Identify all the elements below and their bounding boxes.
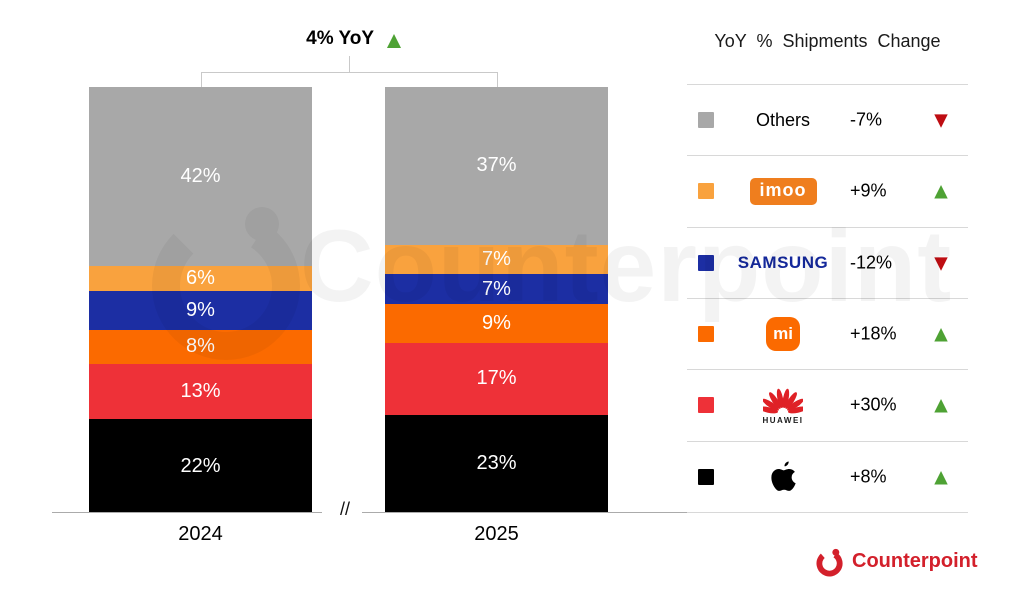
legend-row-others: Others -7% ▼: [687, 85, 968, 157]
segment-apple-2025: 23%: [385, 414, 608, 513]
legend-row-imoo: imoo +9% ▲: [687, 156, 968, 228]
xiaomi-yoy-value: +18%: [850, 323, 897, 344]
counterpoint-logo: Counterpoint: [816, 546, 978, 577]
legend-row-samsung: SAMSUNG -12% ▼: [687, 228, 968, 299]
huawei-yoy-value: +30%: [850, 394, 897, 415]
others-swatch: [698, 112, 714, 129]
arrow-down-icon: ▼: [929, 106, 953, 133]
samsung-logo: SAMSUNG: [737, 252, 829, 272]
growth-up-icon: ▲: [382, 27, 406, 54]
huawei-flower-icon: [763, 388, 803, 414]
counterpoint-c-icon: [816, 548, 843, 577]
segment-label: 17%: [476, 367, 517, 390]
segment-others-2024: 42%: [89, 87, 312, 266]
bracket-line: [349, 56, 350, 73]
segment-xiaomi-2024: 8%: [89, 329, 312, 364]
bracket-line: [201, 72, 202, 87]
legend-row-huawei: HUAWEI +30% ▲: [687, 370, 968, 442]
imoo-swatch: [698, 183, 714, 200]
segment-label: 37%: [476, 154, 517, 177]
segment-label: 23%: [476, 452, 517, 475]
segment-label: 13%: [180, 380, 221, 403]
segment-label: 8%: [186, 335, 215, 358]
segment-others-2025: 37%: [385, 87, 608, 245]
stacked-bar-2024: 42% 6% 9% 8% 13% 22%: [89, 87, 312, 513]
huawei-wordmark: HUAWEI: [762, 415, 804, 425]
imoo-yoy-value: +9%: [850, 180, 887, 201]
legend: Others -7% ▼ imoo +9% ▲ SAMSUNG -12% ▼ m…: [687, 84, 968, 513]
legend-row-apple: +8% ▲: [687, 442, 968, 513]
xiaomi-swatch: [698, 326, 714, 343]
counterpoint-wordmark: Counterpoint: [852, 550, 978, 572]
chart-title-text: 4% YoY: [306, 28, 375, 49]
xiaomi-mi-logo: mi: [766, 317, 800, 352]
segment-samsung-2024: 9%: [89, 291, 312, 330]
x-tick-2024: 2024: [178, 523, 223, 545]
huawei-logo: HUAWEI: [763, 386, 804, 425]
arrow-up-icon: ▲: [929, 177, 953, 204]
arrow-up-icon: ▲: [929, 391, 953, 418]
segment-huawei-2024: 13%: [89, 363, 312, 420]
segment-samsung-2025: 7%: [385, 274, 608, 305]
x-axis-line: [362, 512, 688, 513]
apple-yoy-value: +8%: [850, 466, 887, 487]
segment-imoo-2024: 6%: [89, 265, 312, 292]
others-yoy-value: -7%: [850, 109, 883, 130]
segment-label: 7%: [482, 277, 511, 300]
segment-imoo-2025: 7%: [385, 244, 608, 275]
axis-break-mark: //: [339, 499, 350, 519]
segment-label: 9%: [482, 311, 511, 334]
legend-title: YoY % Shipments Change: [714, 31, 941, 51]
bracket-line: [201, 72, 498, 73]
x-tick-2025: 2025: [474, 523, 519, 545]
arrow-up-icon: ▲: [929, 320, 953, 347]
segment-label: 9%: [186, 299, 215, 322]
segment-label: 7%: [482, 248, 511, 271]
apple-logo-icon: [770, 461, 796, 492]
segment-label: 6%: [186, 267, 215, 290]
segment-apple-2024: 22%: [89, 419, 312, 513]
imoo-logo: imoo: [749, 177, 817, 206]
legend-row-xiaomi: mi +18% ▲: [687, 299, 968, 371]
samsung-swatch: [698, 254, 714, 271]
segment-label: 22%: [180, 454, 221, 477]
bracket-line: [497, 72, 498, 87]
x-axis-line: [52, 512, 322, 513]
segment-label: 42%: [180, 164, 221, 187]
segment-xiaomi-2025: 9%: [385, 304, 608, 343]
chart-title: 4% YoY ▲: [256, 28, 456, 53]
others-label: Others: [755, 109, 811, 130]
arrow-up-icon: ▲: [929, 463, 953, 490]
apple-swatch: [698, 468, 714, 485]
stacked-bar-2025: 37% 7% 7% 9% 17% 23%: [385, 87, 608, 513]
samsung-yoy-value: -12%: [850, 252, 893, 273]
segment-huawei-2025: 17%: [385, 342, 608, 415]
huawei-swatch: [698, 397, 714, 414]
arrow-down-icon: ▼: [929, 249, 953, 276]
